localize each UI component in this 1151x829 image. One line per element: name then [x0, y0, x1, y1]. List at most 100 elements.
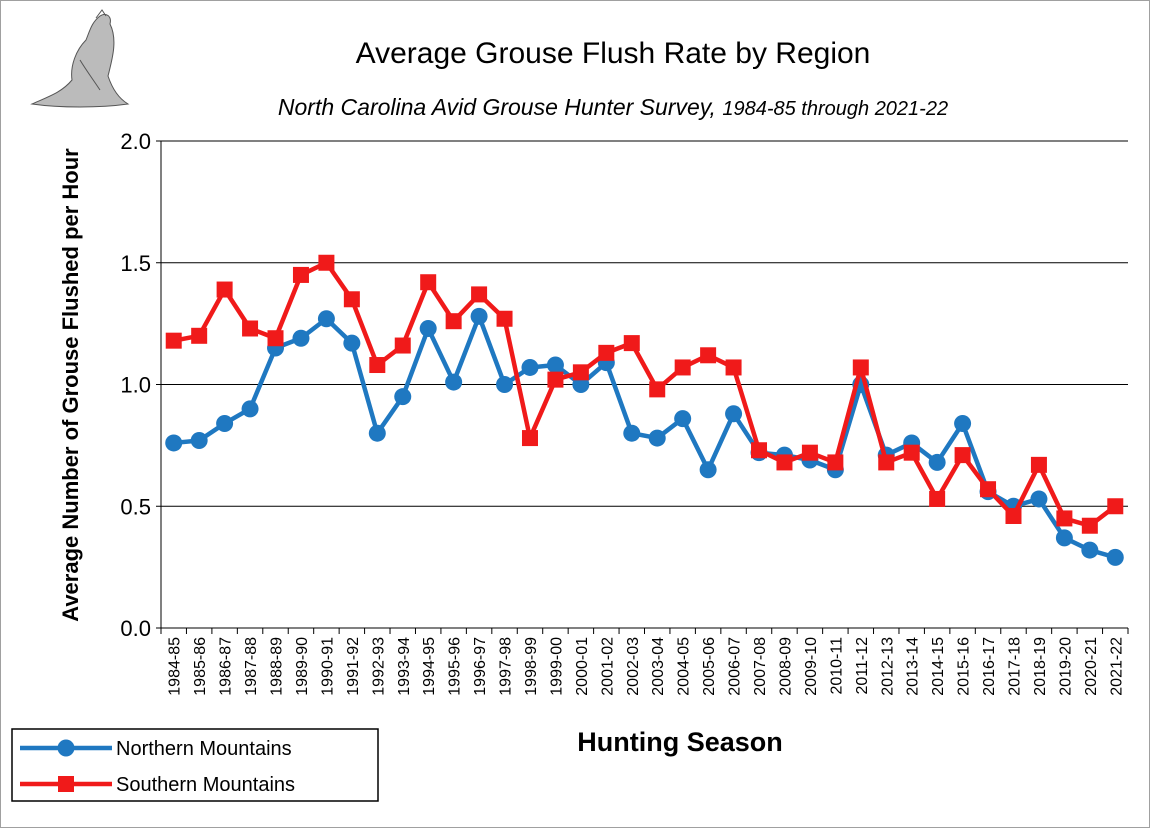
marker-circle: [292, 330, 309, 347]
x-tick-label: 2019-20: [1057, 637, 1074, 696]
y-tick-label: 0.5: [120, 494, 151, 519]
marker-square: [522, 430, 538, 446]
marker-square: [318, 255, 334, 271]
x-tick-label: 1990-91: [319, 637, 336, 696]
marker-square: [293, 267, 309, 283]
marker-square: [1031, 457, 1047, 473]
marker-circle: [1107, 549, 1124, 566]
x-tick-label: 2003-04: [650, 637, 667, 696]
marker-square: [675, 359, 691, 375]
marker-square: [268, 330, 284, 346]
marker-square: [395, 338, 411, 354]
marker-square: [497, 311, 513, 327]
marker-circle: [191, 432, 208, 449]
marker-square: [598, 345, 614, 361]
marker-square: [904, 445, 920, 461]
marker-circle: [471, 308, 488, 325]
marker-square: [1082, 518, 1098, 534]
x-tick-label: 2005-06: [701, 637, 718, 696]
marker-circle: [649, 430, 666, 447]
x-tick-label: 1992-93: [370, 637, 387, 696]
marker-circle: [343, 335, 360, 352]
marker-square: [242, 320, 258, 336]
marker-square: [573, 364, 589, 380]
x-tick-label: 1987-88: [243, 637, 260, 696]
x-tick-label: 2002-03: [625, 637, 642, 696]
x-tick-label: 2000-01: [574, 637, 591, 696]
marker-circle: [165, 434, 182, 451]
y-axis-title: Average Number of Grouse Flushed per Hou…: [58, 148, 83, 622]
marker-square: [420, 274, 436, 290]
marker-circle: [954, 415, 971, 432]
y-tick-label: 1.0: [120, 373, 151, 398]
marker-square: [726, 359, 742, 375]
x-tick-label: 1999-00: [548, 637, 565, 696]
marker-square: [955, 447, 971, 463]
marker-square: [624, 335, 640, 351]
x-axis-title: Hunting Season: [577, 727, 783, 757]
x-tick-label: 1994-95: [421, 637, 438, 696]
marker-square: [776, 454, 792, 470]
x-tick-label: 1985-86: [192, 637, 209, 696]
marker-square: [191, 328, 207, 344]
marker-square: [446, 313, 462, 329]
x-tick-label: 1998-99: [523, 637, 540, 696]
marker-square: [471, 286, 487, 302]
legend-marker: [58, 740, 75, 757]
x-tick-label: 1995-96: [447, 637, 464, 696]
x-tick-label: 2004-05: [676, 637, 693, 696]
subtitle-years: 1984-85 through 2021-22: [722, 98, 948, 120]
x-tick-label: 2017-18: [1006, 637, 1023, 696]
marker-square: [980, 481, 996, 497]
marker-circle: [700, 461, 717, 478]
chart-title: Average Grouse Flush Rate by Region: [356, 37, 871, 70]
x-tick-label: 2013-14: [905, 637, 922, 696]
x-tick-label: 1993-94: [396, 637, 413, 696]
x-tick-label: 2010-11: [828, 637, 845, 695]
marker-circle: [1056, 529, 1073, 546]
x-tick-label: 2012-13: [879, 637, 896, 696]
marker-square: [802, 445, 818, 461]
chart-subtitle: North Carolina Avid Grouse Hunter Survey…: [278, 94, 948, 120]
marker-circle: [521, 359, 538, 376]
marker-square: [1056, 510, 1072, 526]
x-tick-label: 2015-16: [956, 637, 973, 696]
legend-marker: [58, 776, 74, 792]
marker-circle: [547, 357, 564, 374]
legend-label: Northern Mountains: [116, 738, 292, 760]
legend-label: Southern Mountains: [116, 774, 295, 796]
x-tick-label: 1986-87: [218, 637, 235, 696]
x-tick-label: 2008-09: [777, 637, 794, 696]
x-tick-label: 2016-17: [981, 637, 998, 696]
marker-square: [344, 291, 360, 307]
x-tick-label: 2007-08: [752, 637, 769, 696]
marker-circle: [623, 425, 640, 442]
marker-square: [929, 491, 945, 507]
y-tick-label: 1.5: [120, 251, 151, 276]
marker-circle: [216, 415, 233, 432]
x-tick-label: 2020-21: [1083, 637, 1100, 696]
marker-square: [853, 359, 869, 375]
y-tick-label: 2.0: [120, 129, 151, 154]
marker-circle: [369, 425, 386, 442]
marker-circle: [318, 310, 335, 327]
x-tick-label: 2018-19: [1032, 637, 1049, 696]
x-tick-label: 1991-92: [345, 637, 362, 696]
x-tick-label: 1988-89: [269, 637, 286, 696]
marker-square: [1107, 498, 1123, 514]
marker-circle: [420, 320, 437, 337]
marker-square: [369, 357, 385, 373]
chart-border: [1, 1, 1150, 828]
x-tick-label: 1996-97: [472, 637, 489, 696]
marker-square: [751, 442, 767, 458]
x-tick-label: 1997-98: [498, 637, 515, 696]
x-tick-label: 2001-02: [599, 637, 616, 696]
x-tick-label: 2021-22: [1108, 637, 1125, 696]
marker-circle: [674, 410, 691, 427]
marker-circle: [394, 388, 411, 405]
marker-circle: [929, 454, 946, 471]
x-tick-label: 2014-15: [930, 637, 947, 696]
marker-square: [827, 454, 843, 470]
x-tick-label: 1989-90: [294, 637, 311, 696]
marker-square: [217, 282, 233, 298]
